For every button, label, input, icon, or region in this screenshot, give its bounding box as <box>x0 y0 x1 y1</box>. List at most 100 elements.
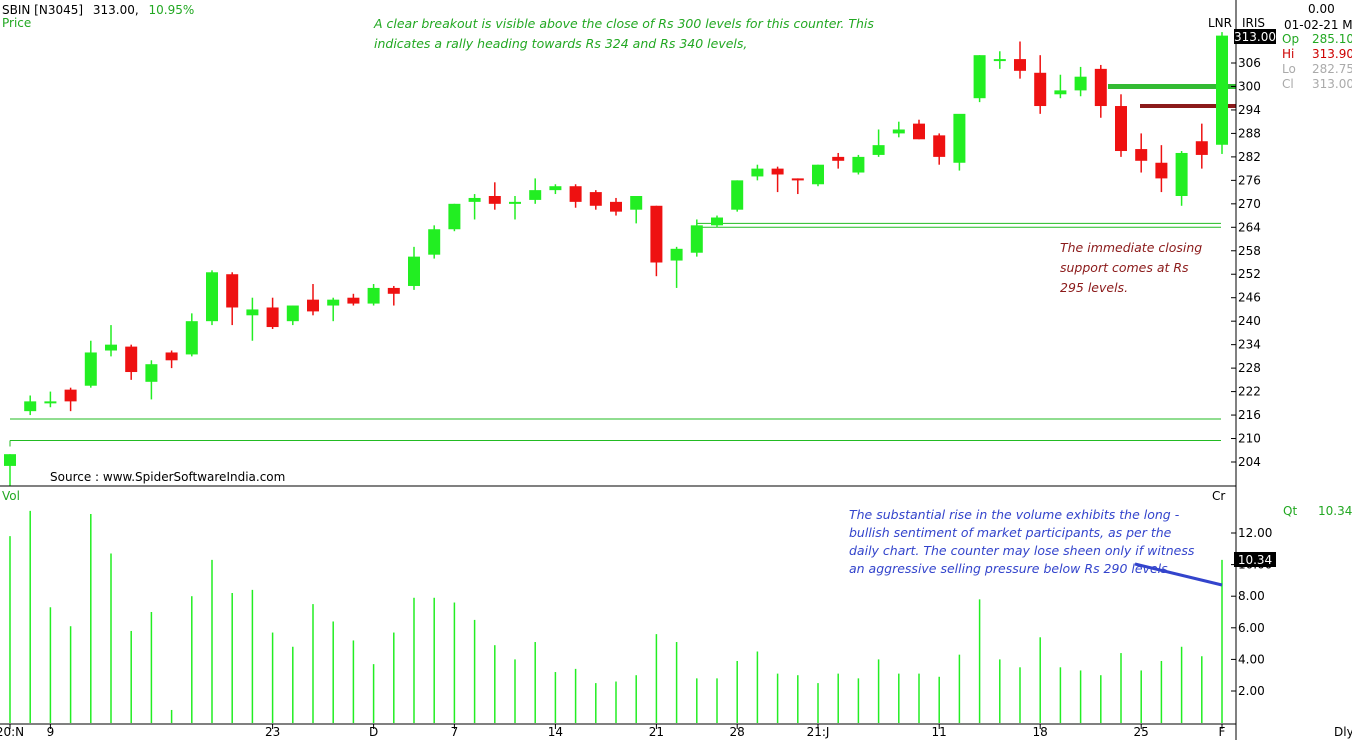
candle <box>1074 66 1087 97</box>
candle-body <box>327 299 340 306</box>
candle <box>206 270 218 326</box>
candle <box>509 196 521 220</box>
volume-panel-label: Vol <box>2 489 20 503</box>
candle-body <box>24 401 37 412</box>
ohlc-high: Hi 313.90 <box>1282 47 1352 62</box>
candle <box>711 215 723 228</box>
candle-body <box>1175 152 1188 196</box>
candle-body <box>973 55 986 99</box>
candle <box>832 152 845 169</box>
volume-tick-label: 8.00 <box>1238 589 1265 603</box>
price-tick-label: 300 <box>1238 79 1261 93</box>
price-horizontal-lines <box>9 83 1236 447</box>
price-tick-label: 228 <box>1238 361 1261 375</box>
volume-tick-label: 4.00 <box>1238 652 1265 666</box>
candle <box>1195 123 1208 169</box>
candle <box>1054 74 1067 99</box>
candle <box>670 246 683 288</box>
candle-body <box>448 203 461 230</box>
candle-body <box>286 305 299 322</box>
candle <box>751 164 764 181</box>
candle <box>913 119 925 140</box>
candle-body <box>892 129 905 134</box>
candle <box>24 395 37 416</box>
symbol-label: SBIN [N3045] <box>2 3 84 17</box>
candle-body <box>1034 72 1047 107</box>
candle <box>347 293 360 306</box>
volume-tick-label: 6.00 <box>1238 621 1265 635</box>
qt-label: Qt <box>1283 504 1298 518</box>
volume-annotation: The substantial rise in the volume exhib… <box>849 507 1195 576</box>
candle <box>569 184 582 208</box>
top-right-value: 0.00 <box>1308 2 1335 16</box>
date-axis: 20:N 9 23 D 7 14 21 28 21:J 11 18 25 F <box>0 723 1236 739</box>
candle <box>327 297 340 322</box>
candle <box>973 55 986 103</box>
candle-body <box>428 229 441 255</box>
date-tick-label: 21:J <box>807 725 830 739</box>
ohlc-high-value: 313.90 <box>1312 47 1352 61</box>
candle-body <box>650 205 663 263</box>
candle-body <box>64 389 77 402</box>
ohlc-high-label: Hi <box>1282 47 1295 61</box>
candle-body <box>226 274 239 308</box>
candle <box>690 219 703 257</box>
last-price-tag: 313.00 <box>1234 29 1276 44</box>
candle <box>226 272 239 326</box>
candle <box>165 350 178 369</box>
candle <box>1135 133 1148 173</box>
ohlc-open-value: 285.10 <box>1312 32 1352 46</box>
candle-body <box>569 186 582 202</box>
candle-body <box>307 299 319 312</box>
price-tick-label: 216 <box>1238 408 1261 422</box>
candle-body <box>872 145 885 155</box>
last-volume-tag: 10.34 <box>1234 552 1276 567</box>
candle-body <box>589 192 602 206</box>
candle-body <box>1094 68 1107 107</box>
candle-body <box>408 256 420 286</box>
candle-body <box>266 307 279 328</box>
candle-body <box>529 190 542 200</box>
candle-body <box>1014 59 1026 71</box>
candle <box>408 246 420 290</box>
price-axis: 204 210 216 222 228 234 240 246 252 258 264 270 276 2… <box>1231 0 1261 740</box>
candle <box>145 360 158 400</box>
candle-body <box>84 352 97 386</box>
candle-body <box>832 156 845 161</box>
candle-body <box>105 344 117 351</box>
candle-body <box>165 352 178 361</box>
candle <box>387 285 400 306</box>
candle <box>125 344 138 380</box>
candle-body <box>1155 162 1168 179</box>
candle-body <box>1054 90 1067 95</box>
qt-value: 10.34 <box>1318 504 1352 518</box>
candle-body <box>953 113 966 163</box>
candle-body <box>670 248 683 261</box>
date-tick-label: 11 <box>932 725 947 739</box>
source-label: Source : www.SpiderSoftwareIndia.com <box>50 470 286 484</box>
date-tick-label: 20:N <box>0 725 24 739</box>
last-price-label: 313.00 <box>1234 30 1276 44</box>
price-tick-label: 222 <box>1238 385 1261 399</box>
date-tick-label: D <box>369 725 378 739</box>
volume-tick-label: 12.00 <box>1238 526 1272 540</box>
candle-body <box>387 287 400 294</box>
candle <box>286 305 299 326</box>
change-value: 10.95% <box>148 3 195 17</box>
candle-body <box>44 401 57 404</box>
candle <box>812 164 824 187</box>
ohlc-low-label: Lo <box>1282 62 1296 76</box>
candle-body <box>185 321 198 355</box>
iris-label: IRIS <box>1242 16 1266 30</box>
ohlc-open-label: Op <box>1282 32 1300 46</box>
ohlc-low-value: 282.75 <box>1312 62 1352 76</box>
candle-body <box>206 272 218 322</box>
candle <box>1115 94 1127 157</box>
last-volume-label: 10.34 <box>1238 553 1272 567</box>
date-tick-label: 14 <box>548 725 563 739</box>
candle <box>1014 41 1026 79</box>
candlestick-series <box>4 32 1228 486</box>
ohlc-close-label: Cl <box>1282 77 1294 91</box>
